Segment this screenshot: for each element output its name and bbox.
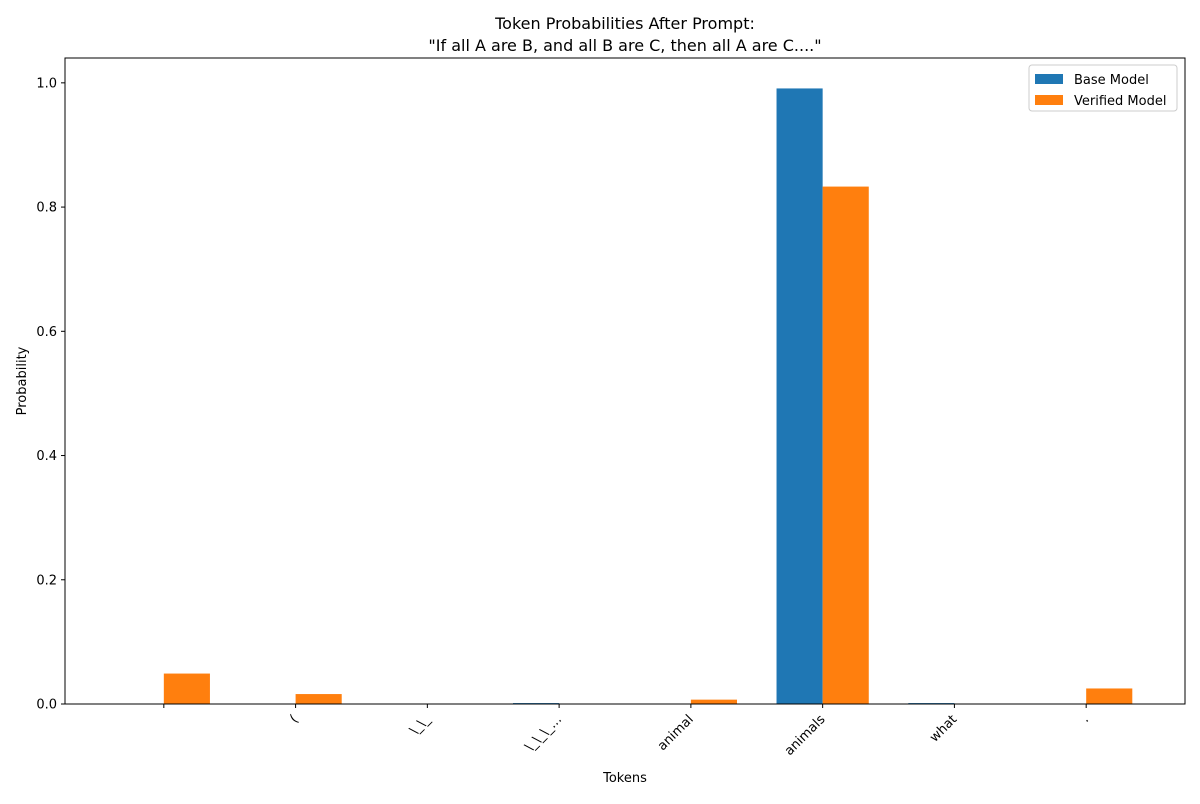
bars-layer	[163, 88, 1133, 704]
bar-verified-model-1	[295, 694, 342, 704]
bar-verified-model-5	[822, 186, 869, 704]
y-tick-label-2: 0.4	[36, 449, 57, 464]
y-tick-label-3: 0.6	[36, 325, 57, 340]
legend-swatch-0	[1035, 74, 1063, 84]
bar-verified-model-7	[1086, 688, 1133, 704]
x-axis-label: Tokens	[602, 771, 647, 786]
y-tick-label-5: 1.0	[36, 76, 57, 91]
bar-verified-model-0	[163, 673, 210, 704]
y-tick-label-0: 0.0	[36, 698, 57, 713]
y-tick-label-4: 0.8	[36, 201, 57, 216]
plot-frame	[64, 57, 1186, 705]
legend-label-1: Verified Model	[1074, 94, 1166, 109]
bar-verified-model-4	[690, 699, 737, 704]
legend-swatch-1	[1035, 95, 1063, 105]
chart-title-line-1: Token Probabilities After Prompt:	[494, 14, 755, 33]
y-axis-label: Probability	[15, 346, 30, 415]
legend: Base Model Verified Model	[1028, 64, 1178, 112]
chart-title-line-2: "If all A are B, and all B are C, then a…	[428, 36, 821, 55]
y-axis: 0.0 0.2 0.4 0.6 0.8 1.0	[36, 76, 65, 713]
legend-label-0: Base Model	[1074, 73, 1149, 88]
y-tick-label-1: 0.2	[36, 573, 57, 588]
legend-box	[1028, 64, 1178, 112]
bar-base-model-5	[776, 88, 823, 704]
